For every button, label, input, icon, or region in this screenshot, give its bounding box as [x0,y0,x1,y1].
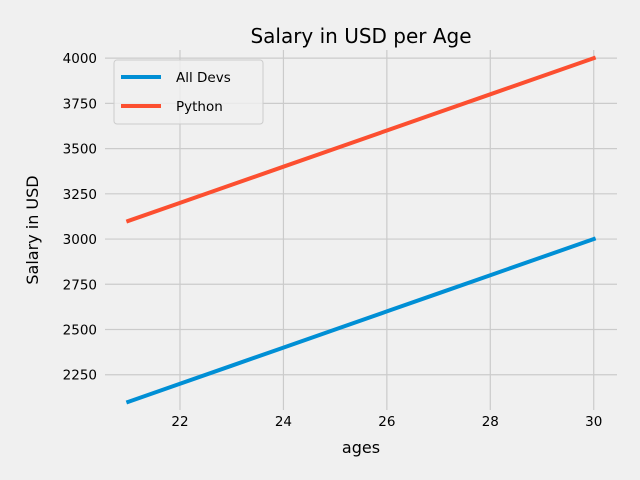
y-tick-label-3250: 3250 [63,187,97,203]
y-tick-label-2750: 2750 [63,277,97,293]
series-line-python [125,55,597,224]
chart-title: Salary in USD per Age [250,24,471,48]
y-tick-label-2250: 2250 [63,368,97,384]
x-tick-label-28: 28 [482,414,499,430]
x-axis-ticks: 22 24 26 28 30 [171,414,602,430]
x-tick-label-26: 26 [378,414,395,430]
x-tick-label-30: 30 [585,414,602,430]
y-tick-label-3750: 3750 [63,96,97,112]
x-tick-label-22: 22 [171,414,188,430]
series-line-all-devs [125,236,597,405]
y-tick-label-4000: 4000 [63,51,97,67]
y-axis-label: Salary in USD [23,175,42,284]
legend: All Devs Python [113,59,264,125]
legend-label-all-devs: All Devs [176,70,231,86]
y-tick-label-3500: 3500 [63,142,97,158]
x-axis-label: ages [342,438,380,457]
y-axis-ticks: 2250 2500 2750 3000 3250 3500 3750 4000 [63,51,97,384]
y-tick-label-2500: 2500 [63,322,97,338]
x-tick-label-24: 24 [275,414,292,430]
series-lines [125,55,597,405]
legend-label-python: Python [176,99,223,115]
y-tick-label-3000: 3000 [63,232,97,248]
